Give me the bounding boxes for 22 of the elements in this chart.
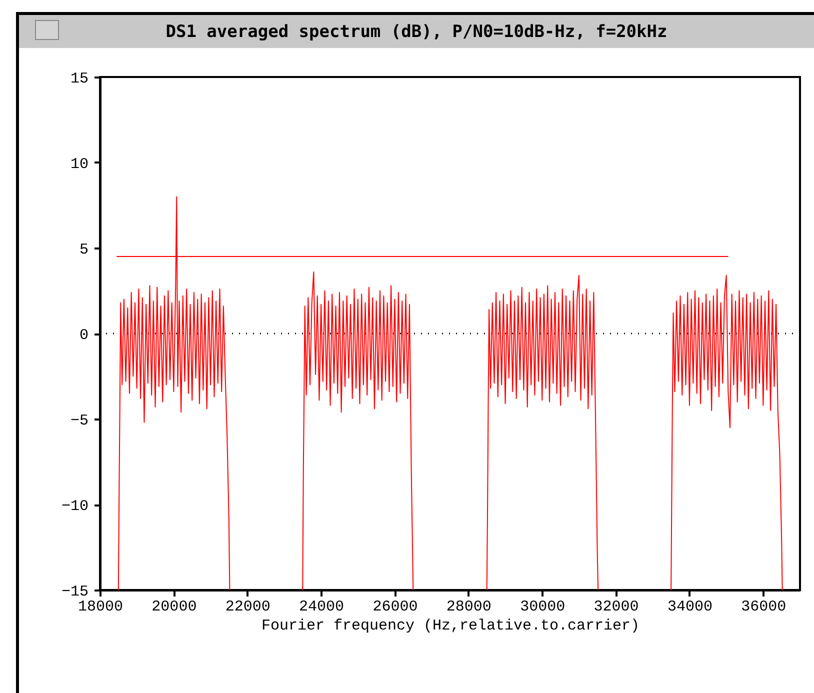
y-tick-label: −15: [61, 584, 88, 600]
x-tick-label: 30000: [520, 598, 566, 616]
y-tick-label: −10: [61, 498, 88, 515]
y-tick-label: 10: [70, 156, 88, 173]
line-series: [302, 271, 414, 590]
chart-title: DS1 averaged spectrum (dB), P/N0=10dB-Hz, f=20kHz: [164, 22, 668, 42]
x-axis-title: Fourier frequency (Hz,relative.to.carrier): [261, 618, 640, 634]
y-tick-label: 15: [70, 70, 88, 88]
x-tick-label: 22000: [225, 598, 270, 616]
x-tick-label: 34000: [667, 598, 712, 616]
y-tick-label: 0: [79, 327, 88, 344]
y-tick-label: −5: [70, 412, 88, 430]
x-tick-label: 36000: [741, 598, 786, 616]
x-tick-label: 26000: [372, 598, 418, 616]
x-tick-label: 24000: [299, 598, 344, 616]
x-tick-label: 18000: [78, 598, 124, 616]
x-tick-label: 20000: [152, 598, 197, 616]
y-tick-label: 5: [79, 242, 88, 258]
line-series: [486, 274, 599, 590]
x-tick-label: 32000: [594, 598, 639, 616]
line-series: [670, 274, 783, 590]
x-tick-label: 28000: [446, 598, 492, 616]
